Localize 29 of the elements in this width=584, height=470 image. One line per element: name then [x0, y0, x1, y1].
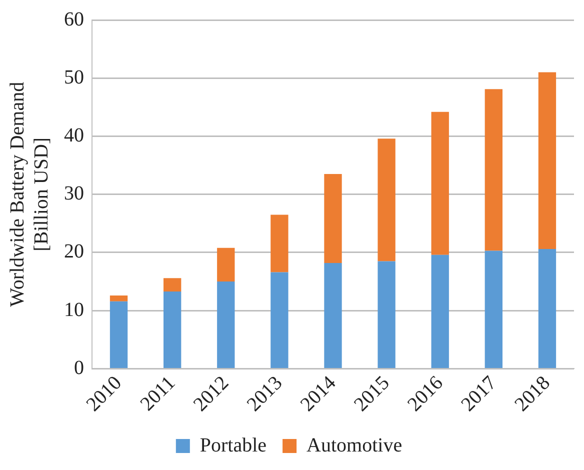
bar: [110, 301, 128, 368]
y-tick-label: 10: [64, 298, 84, 321]
y-tick-label: 50: [64, 66, 84, 88]
y-tick-label: 60: [64, 8, 84, 30]
bar: [431, 112, 449, 255]
bar: [217, 282, 235, 368]
bar: [324, 262, 342, 368]
y-axis-title: Worldwide Battery Demand [Billion USD]: [6, 82, 52, 307]
y-tick-label: 40: [64, 124, 84, 146]
bar: [431, 254, 449, 368]
bar: [163, 278, 182, 292]
bar: [217, 248, 235, 282]
bar: [324, 174, 342, 263]
y-tick-label: 30: [64, 182, 84, 205]
bar: [484, 250, 503, 368]
y-tick-label: 0: [74, 356, 84, 379]
x-tick-label: 2011: [136, 372, 180, 416]
legend-label: Portable: [200, 434, 267, 456]
bar: [378, 261, 396, 368]
bar: [110, 296, 128, 302]
bar: [270, 272, 288, 368]
bar: [378, 138, 396, 262]
bar: [270, 214, 288, 272]
bar: [538, 72, 556, 250]
bar: [484, 89, 503, 251]
bar: [538, 249, 556, 368]
y-tick-label: 20: [64, 240, 84, 263]
bar: [163, 291, 182, 368]
legend-label: Automotive: [306, 434, 402, 456]
